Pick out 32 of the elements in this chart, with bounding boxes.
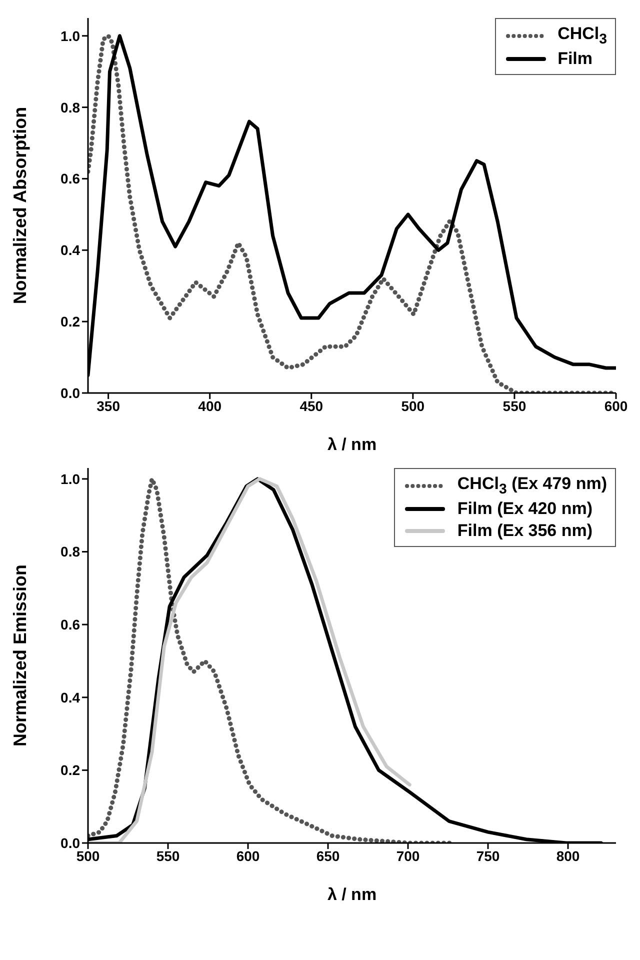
y-tick-label: 0.2 xyxy=(60,762,80,778)
legend-label: Film xyxy=(558,49,593,68)
x-tick-label: 350 xyxy=(96,398,120,414)
y-tick-label: 0.8 xyxy=(60,544,80,560)
x-tick-label: 700 xyxy=(396,848,420,864)
x-tick-label: 650 xyxy=(316,848,340,864)
x-tick-label: 750 xyxy=(476,848,500,864)
y-axis-title: Normalized Absorption xyxy=(10,106,30,304)
x-tick-label: 550 xyxy=(156,848,180,864)
x-tick-label: 600 xyxy=(604,398,628,414)
y-tick-label: 0.8 xyxy=(60,99,80,116)
y-tick-label: 1.0 xyxy=(60,28,80,44)
legend-label: Film (Ex 356 nm) xyxy=(457,521,593,540)
y-tick-label: 0.0 xyxy=(60,384,80,401)
x-tick-label: 600 xyxy=(236,848,260,864)
x-tick-label: 450 xyxy=(300,398,324,414)
x-tick-label: 550 xyxy=(502,398,526,414)
x-axis-title: λ / nm xyxy=(327,435,377,454)
y-tick-label: 0.4 xyxy=(60,242,80,258)
y-tick-label: 0.2 xyxy=(60,314,80,330)
x-tick-label: 400 xyxy=(198,398,222,414)
y-axis-title: Normalized Emission xyxy=(10,564,30,747)
x-tick-label: 800 xyxy=(556,848,580,864)
y-tick-label: 0.4 xyxy=(60,689,80,706)
x-axis-title: λ / nm xyxy=(327,885,377,904)
legend-label: CHCl$_{3}$ (Ex 479 nm) xyxy=(457,474,607,498)
y-tick-label: 1.0 xyxy=(60,470,80,487)
y-tick-label: 0.6 xyxy=(60,616,80,633)
legend-label: Film (Ex 420 nm) xyxy=(457,499,593,518)
y-tick-label: 0.6 xyxy=(60,170,80,187)
x-tick-label: 500 xyxy=(401,398,425,414)
legend-label: CHCl$_{3}$ xyxy=(558,24,607,48)
